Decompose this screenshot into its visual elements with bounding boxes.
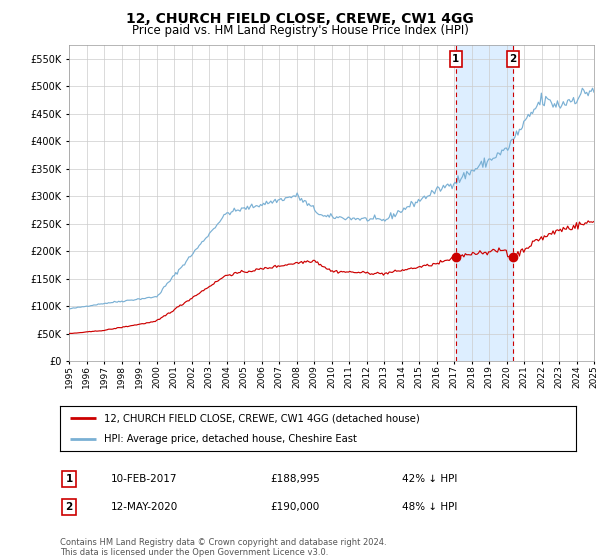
Text: 12, CHURCH FIELD CLOSE, CREWE, CW1 4GG: 12, CHURCH FIELD CLOSE, CREWE, CW1 4GG [126, 12, 474, 26]
Text: 2: 2 [65, 502, 73, 512]
Text: HPI: Average price, detached house, Cheshire East: HPI: Average price, detached house, Ches… [104, 433, 357, 444]
Text: 42% ↓ HPI: 42% ↓ HPI [402, 474, 457, 484]
Text: 1: 1 [452, 54, 460, 64]
Text: 10-FEB-2017: 10-FEB-2017 [111, 474, 178, 484]
Text: Contains HM Land Registry data © Crown copyright and database right 2024.
This d: Contains HM Land Registry data © Crown c… [60, 538, 386, 557]
Text: 48% ↓ HPI: 48% ↓ HPI [402, 502, 457, 512]
Text: Price paid vs. HM Land Registry's House Price Index (HPI): Price paid vs. HM Land Registry's House … [131, 24, 469, 36]
Text: £188,995: £188,995 [270, 474, 320, 484]
Bar [456, 45, 513, 361]
Text: £190,000: £190,000 [270, 502, 319, 512]
Text: 12-MAY-2020: 12-MAY-2020 [111, 502, 178, 512]
Text: 2: 2 [509, 54, 517, 64]
Text: 1: 1 [65, 474, 73, 484]
Text: 12, CHURCH FIELD CLOSE, CREWE, CW1 4GG (detached house): 12, CHURCH FIELD CLOSE, CREWE, CW1 4GG (… [104, 413, 419, 423]
